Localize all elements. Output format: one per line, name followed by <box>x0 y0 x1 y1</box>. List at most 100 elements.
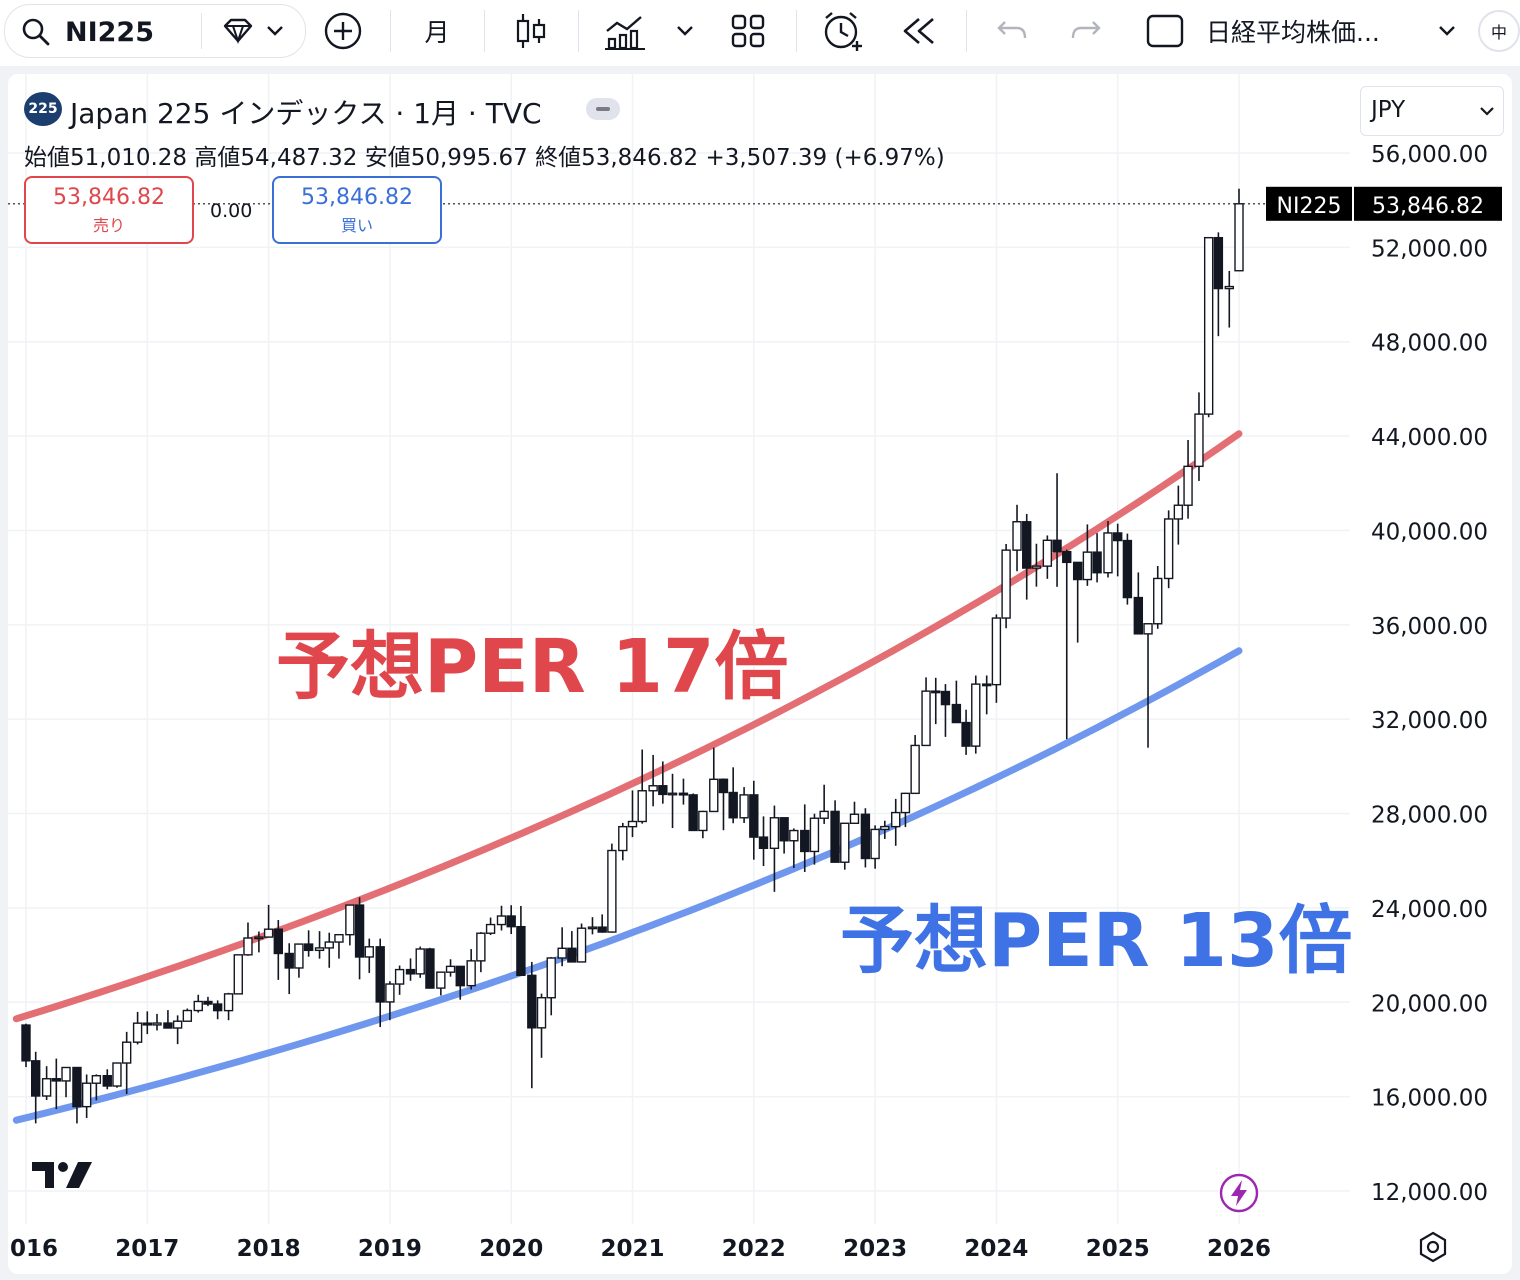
candle <box>678 778 689 805</box>
x-tick-label: 2021 <box>600 1236 664 1262</box>
language-label: 中 <box>1490 23 1507 42</box>
candle-body <box>1001 549 1011 619</box>
candle-body <box>1183 465 1193 506</box>
settings-icon[interactable] <box>1416 1230 1450 1264</box>
candle <box>840 822 850 870</box>
candle <box>1072 561 1083 643</box>
candle-body <box>587 926 598 930</box>
candle <box>981 675 992 715</box>
candle <box>1031 543 1042 587</box>
replay-button[interactable] <box>894 8 944 54</box>
candle-body <box>1082 551 1093 581</box>
candle-body <box>910 744 920 795</box>
candle <box>749 780 759 860</box>
candle <box>21 1023 31 1068</box>
lightning-icon[interactable] <box>1218 1172 1260 1214</box>
candle-body <box>567 947 577 963</box>
chevron-down-icon <box>677 26 693 36</box>
indicators-menu-button[interactable] <box>668 8 702 54</box>
candle <box>485 917 496 936</box>
candle <box>1203 236 1214 418</box>
diamond-icon[interactable] <box>221 17 255 47</box>
candle-body <box>709 778 719 813</box>
candle-body <box>597 926 607 933</box>
last-price-symbol: NI225 <box>1277 194 1342 219</box>
compare-menu-button[interactable] <box>1432 8 1462 54</box>
candle <box>1062 549 1072 740</box>
candle-body <box>789 829 799 842</box>
redo-button[interactable] <box>1064 8 1108 54</box>
candle-body <box>455 965 465 987</box>
candle-body <box>121 1041 132 1064</box>
indicators-button[interactable] <box>600 8 650 54</box>
candle <box>627 790 638 838</box>
candle-body <box>21 1024 31 1062</box>
candle-body <box>51 1078 62 1082</box>
currency-selector[interactable]: JPY <box>1360 86 1504 136</box>
symbol-label: NI225 <box>65 17 155 48</box>
undo-icon <box>997 21 1027 39</box>
candle <box>1012 504 1022 572</box>
alert-button[interactable] <box>818 8 868 54</box>
candle <box>51 1058 62 1110</box>
candle <box>1234 188 1244 272</box>
candle-body <box>385 983 395 1003</box>
x-tick-label: 2017 <box>115 1236 179 1262</box>
y-tick-label: 44,000.00 <box>1371 425 1488 451</box>
candle-body <box>41 1078 52 1097</box>
candle-body <box>961 721 971 747</box>
candle <box>1112 523 1123 577</box>
undo-button[interactable] <box>990 8 1034 54</box>
sell-button[interactable]: 53,846.82 売り <box>24 176 194 244</box>
symbol-search[interactable]: NI225 <box>4 4 306 58</box>
language-button[interactable]: 中 <box>1478 8 1520 54</box>
candle <box>284 943 294 995</box>
candle <box>587 917 598 935</box>
y-tick-label: 52,000.00 <box>1371 236 1488 262</box>
last-price-value-box <box>1354 186 1502 221</box>
candle-body <box>1103 532 1113 574</box>
chart-type-button[interactable] <box>508 8 554 54</box>
chevron-down-icon[interactable] <box>265 23 285 39</box>
chevron-down-icon <box>1480 107 1494 116</box>
chart-panel <box>8 74 1512 1274</box>
candle-body <box>688 794 698 832</box>
candle <box>121 1031 132 1095</box>
candle-body <box>394 968 405 985</box>
candle <box>476 932 486 973</box>
candle <box>254 931 264 953</box>
candle <box>971 675 981 754</box>
buy-button[interactable]: 53,846.82 買い <box>272 176 442 244</box>
candle-body <box>1012 521 1022 551</box>
fullscreen-button[interactable] <box>1142 8 1188 54</box>
sell-label: 売り <box>92 215 125 235</box>
candle-body <box>193 1000 203 1012</box>
add-symbol-button[interactable] <box>320 8 366 54</box>
candle-body <box>830 810 840 863</box>
interval-button[interactable]: 月 <box>410 8 464 54</box>
collapse-legend-button[interactable] <box>586 98 620 120</box>
candle <box>516 905 526 977</box>
candle-body <box>364 946 374 958</box>
layout-button[interactable] <box>724 8 772 54</box>
candle-body <box>891 811 901 828</box>
candle-body <box>263 928 274 938</box>
tradingview-logo[interactable] <box>30 1158 94 1192</box>
candle <box>445 959 456 977</box>
y-tick-label: 12,000.00 <box>1371 1180 1488 1206</box>
candle-body <box>900 792 911 814</box>
candle-body <box>728 791 738 819</box>
candle-body <box>31 1060 41 1097</box>
candle <box>314 931 325 959</box>
y-tick-label: 20,000.00 <box>1371 991 1488 1017</box>
x-tick-label: 2023 <box>843 1236 907 1262</box>
candle-body <box>991 617 1002 686</box>
candle <box>1143 623 1153 748</box>
candle <box>182 1008 193 1022</box>
candle <box>769 805 780 892</box>
candle-body <box>800 829 810 853</box>
compare-dropdown[interactable]: 日経平均株価... <box>1206 8 1406 54</box>
candle-body <box>516 925 526 977</box>
candle-body <box>648 785 658 792</box>
